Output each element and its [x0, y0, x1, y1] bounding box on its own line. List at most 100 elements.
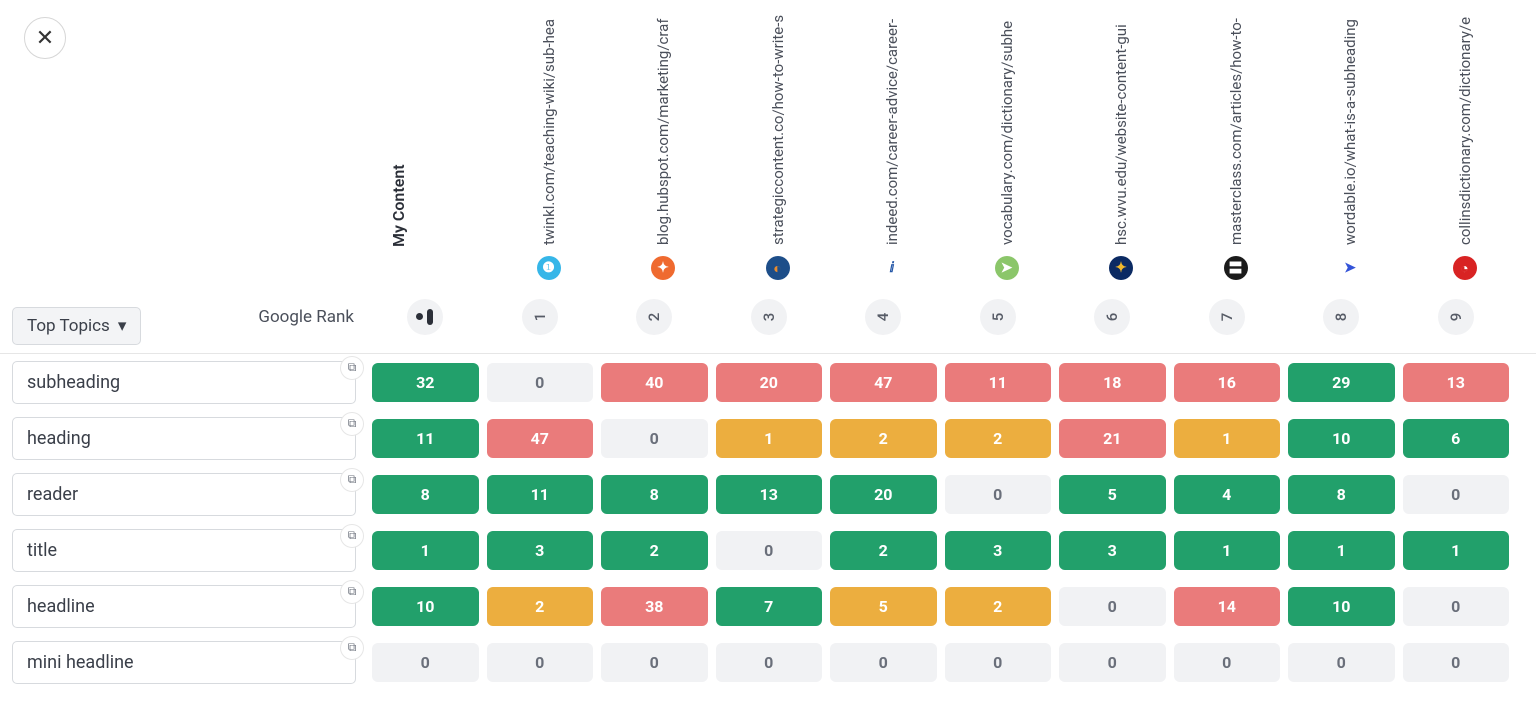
value-cell[interactable]: 13 — [1403, 363, 1510, 402]
value-cell[interactable]: 11 — [945, 363, 1052, 402]
value-cell[interactable]: 10 — [1288, 587, 1395, 626]
value-cell[interactable]: 5 — [830, 587, 937, 626]
competitor-header[interactable]: collinsdictionary.com/dictionary/e◔ — [1411, 0, 1526, 280]
value-cell[interactable]: 10 — [372, 587, 479, 626]
value-cell[interactable]: 0 — [1059, 643, 1166, 682]
rank-badge: 2 — [636, 299, 672, 335]
favicon-icon: ◔ — [1453, 256, 1477, 280]
value-cell[interactable]: 6 — [1403, 419, 1510, 458]
topic-row: heading⧉11470122211106 — [0, 410, 1536, 466]
value-cell[interactable]: 32 — [372, 363, 479, 402]
value-cell[interactable]: 20 — [830, 475, 937, 514]
value-cell[interactable]: 0 — [601, 419, 708, 458]
favicon-icon: 〓 — [1224, 256, 1248, 280]
copy-icon[interactable]: ⧉ — [340, 524, 364, 548]
topic-label[interactable]: subheading — [12, 361, 356, 404]
copy-icon[interactable]: ⧉ — [340, 412, 364, 436]
value-cell[interactable]: 0 — [945, 475, 1052, 514]
value-cell[interactable]: 1 — [372, 531, 479, 570]
value-cell[interactable]: 14 — [1174, 587, 1281, 626]
value-cell[interactable]: 7 — [716, 587, 823, 626]
competitor-header[interactable]: hsc.wvu.edu/website-content-gui✦ — [1067, 0, 1182, 280]
value-cell[interactable]: 1 — [1174, 419, 1281, 458]
dropdown-label: Top Topics — [27, 316, 110, 336]
copy-icon[interactable]: ⧉ — [340, 580, 364, 604]
topic-row: mini headline⧉0000000000 — [0, 634, 1536, 690]
value-cell[interactable]: 0 — [716, 643, 823, 682]
value-cell[interactable]: 11 — [487, 475, 594, 514]
copy-icon[interactable]: ⧉ — [340, 468, 364, 492]
value-cell[interactable]: 2 — [830, 419, 937, 458]
value-cell[interactable]: 0 — [830, 643, 937, 682]
value-cell[interactable]: 3 — [1059, 531, 1166, 570]
competitor-header[interactable]: vocabulary.com/dictionary/subhe➤ — [953, 0, 1068, 280]
value-cell[interactable]: 0 — [1059, 587, 1166, 626]
competitor-header[interactable]: indeed.com/career-advice/career-ⅈ — [838, 0, 953, 280]
value-cell[interactable]: 11 — [372, 419, 479, 458]
favicon-icon: ◐ — [766, 256, 790, 280]
value-cell[interactable]: 47 — [830, 363, 937, 402]
value-cell[interactable]: 8 — [601, 475, 708, 514]
my-content-rank-icon — [407, 299, 443, 335]
value-cell[interactable]: 1 — [1288, 531, 1395, 570]
rank-badge: 5 — [980, 299, 1016, 335]
competitor-url: twinkl.com/teaching-wiki/sub-hea — [540, 0, 558, 245]
value-cell[interactable]: 0 — [487, 643, 594, 682]
value-cell[interactable]: 20 — [716, 363, 823, 402]
value-cell[interactable]: 2 — [487, 587, 594, 626]
value-cell[interactable]: 47 — [487, 419, 594, 458]
my-content-header: My Content — [389, 164, 408, 247]
value-cell[interactable]: 2 — [945, 419, 1052, 458]
value-cell[interactable]: 0 — [1403, 475, 1510, 514]
value-cell[interactable]: 4 — [1174, 475, 1281, 514]
value-cell[interactable]: 0 — [1174, 643, 1281, 682]
topic-label[interactable]: mini headline — [12, 641, 356, 684]
topic-label[interactable]: heading — [12, 417, 356, 460]
value-cell[interactable]: 5 — [1059, 475, 1166, 514]
value-cell[interactable]: 29 — [1288, 363, 1395, 402]
competitor-header[interactable]: twinkl.com/teaching-wiki/sub-hea ❶ — [495, 0, 610, 280]
copy-icon[interactable]: ⧉ — [340, 636, 364, 660]
value-cell[interactable]: 40 — [601, 363, 708, 402]
value-cell[interactable]: 0 — [716, 531, 823, 570]
value-cell[interactable]: 18 — [1059, 363, 1166, 402]
competitor-url: blog.hubspot.com/marketing/craf — [654, 0, 672, 245]
value-cell[interactable]: 8 — [372, 475, 479, 514]
favicon-icon: ❶ — [537, 256, 561, 280]
column-headers: My Content twinkl.com/teaching-wiki/sub-… — [0, 0, 1536, 280]
competitor-header[interactable]: strategiccontent.co/how-to-write-s ◐ — [724, 0, 839, 280]
value-cell[interactable]: 0 — [1403, 643, 1510, 682]
value-cell[interactable]: 0 — [945, 643, 1052, 682]
value-cell[interactable]: 13 — [716, 475, 823, 514]
value-cell[interactable]: 0 — [601, 643, 708, 682]
value-cell[interactable]: 2 — [945, 587, 1052, 626]
competitor-header[interactable]: masterclass.com/articles/how-to-〓 — [1182, 0, 1297, 280]
value-cell[interactable]: 0 — [1403, 587, 1510, 626]
value-cell[interactable]: 2 — [830, 531, 937, 570]
value-cell[interactable]: 3 — [487, 531, 594, 570]
competitor-url: strategiccontent.co/how-to-write-s — [769, 0, 787, 245]
topic-row: headline⧉10238752014100 — [0, 578, 1536, 634]
value-cell[interactable]: 3 — [945, 531, 1052, 570]
value-cell[interactable]: 0 — [372, 643, 479, 682]
value-cell[interactable]: 38 — [601, 587, 708, 626]
value-cell[interactable]: 0 — [1288, 643, 1395, 682]
value-cell[interactable]: 8 — [1288, 475, 1395, 514]
topic-label[interactable]: headline — [12, 585, 356, 628]
value-cell[interactable]: 2 — [601, 531, 708, 570]
top-topics-dropdown[interactable]: Top Topics ▾ — [12, 307, 141, 345]
rank-badge: 3 — [751, 299, 787, 335]
value-cell[interactable]: 0 — [487, 363, 594, 402]
value-cell[interactable]: 1 — [1174, 531, 1281, 570]
competitor-header[interactable]: blog.hubspot.com/marketing/craf✦ — [609, 0, 724, 280]
value-cell[interactable]: 21 — [1059, 419, 1166, 458]
value-cell[interactable]: 1 — [716, 419, 823, 458]
value-cell[interactable]: 10 — [1288, 419, 1395, 458]
topic-row: title⧉1320233111 — [0, 522, 1536, 578]
competitor-header[interactable]: wordable.io/what-is-a-subheading➤ — [1296, 0, 1411, 280]
value-cell[interactable]: 16 — [1174, 363, 1281, 402]
topic-label[interactable]: title — [12, 529, 356, 572]
value-cell[interactable]: 1 — [1403, 531, 1510, 570]
copy-icon[interactable]: ⧉ — [340, 356, 364, 380]
topic-label[interactable]: reader — [12, 473, 356, 516]
